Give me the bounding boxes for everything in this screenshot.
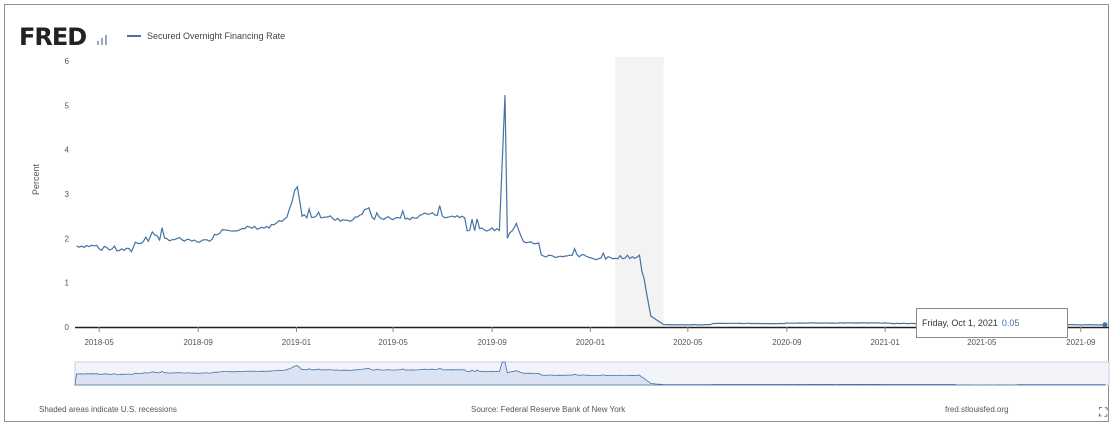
fred-chart-icon <box>97 35 107 45</box>
y-tick-label: 4 <box>65 146 70 155</box>
series-group <box>76 95 1108 328</box>
x-tick-label: 2018-05 <box>84 338 114 347</box>
y-tick-label: 5 <box>65 101 70 110</box>
x-tick-label: 2018-09 <box>184 338 214 347</box>
y-tick-label: 1 <box>65 279 70 288</box>
fred-url[interactable]: fred.stlouisfed.org <box>945 405 1009 414</box>
legend-swatch <box>127 35 141 37</box>
x-tick-label: 2019-09 <box>477 338 507 347</box>
recession-band <box>615 57 664 327</box>
hover-point <box>1102 322 1108 328</box>
navigator <box>74 361 1110 386</box>
tooltip: Friday, Oct 1, 2021 0.05 <box>916 308 1068 338</box>
x-tick-label: 2020-09 <box>772 338 802 347</box>
y-tick-label: 2 <box>65 234 70 243</box>
tooltip-date: Friday, Oct 1, 2021 <box>922 318 998 328</box>
y-tick-label: 0 <box>65 323 70 332</box>
x-tick-label: 2019-05 <box>378 338 408 347</box>
recession-note: Shaded areas indicate U.S. recessions <box>39 405 177 414</box>
x-tick-label: 2019-01 <box>282 338 312 347</box>
chart-frame: FRED Secured Overnight Financing Rate Pe… <box>4 4 1110 423</box>
x-tick-label: 2021-05 <box>967 338 997 347</box>
tooltip-value: 0.05 <box>1001 318 1020 328</box>
y-tick-label: 6 <box>65 57 70 66</box>
sofr-series-line <box>76 95 1106 328</box>
y-tick-label: 3 <box>65 190 70 199</box>
source-text: Source: Federal Reserve Bank of New York <box>471 405 626 414</box>
x-tick-label: 2020-05 <box>673 338 703 347</box>
legend[interactable]: Secured Overnight Financing Rate <box>127 31 285 41</box>
recession-shading <box>615 57 664 327</box>
x-tick-label: 2021-01 <box>870 338 900 347</box>
x-tick-label: 2020-01 <box>576 338 606 347</box>
expand-icon[interactable]: ⛶ <box>1099 405 1108 419</box>
chart-svg[interactable]: 0 1 2 3 4 5 6 2018-05 2018-09 2019-01 2019-05 2019… <box>5 5 1110 423</box>
navigator-series <box>74 361 1106 386</box>
legend-label: Secured Overnight Financing Rate <box>147 31 286 41</box>
fred-logo[interactable]: FRED <box>19 23 87 51</box>
x-tick-label: 2021-09 <box>1066 338 1096 347</box>
y-axis: 0 1 2 3 4 5 6 <box>65 57 70 332</box>
